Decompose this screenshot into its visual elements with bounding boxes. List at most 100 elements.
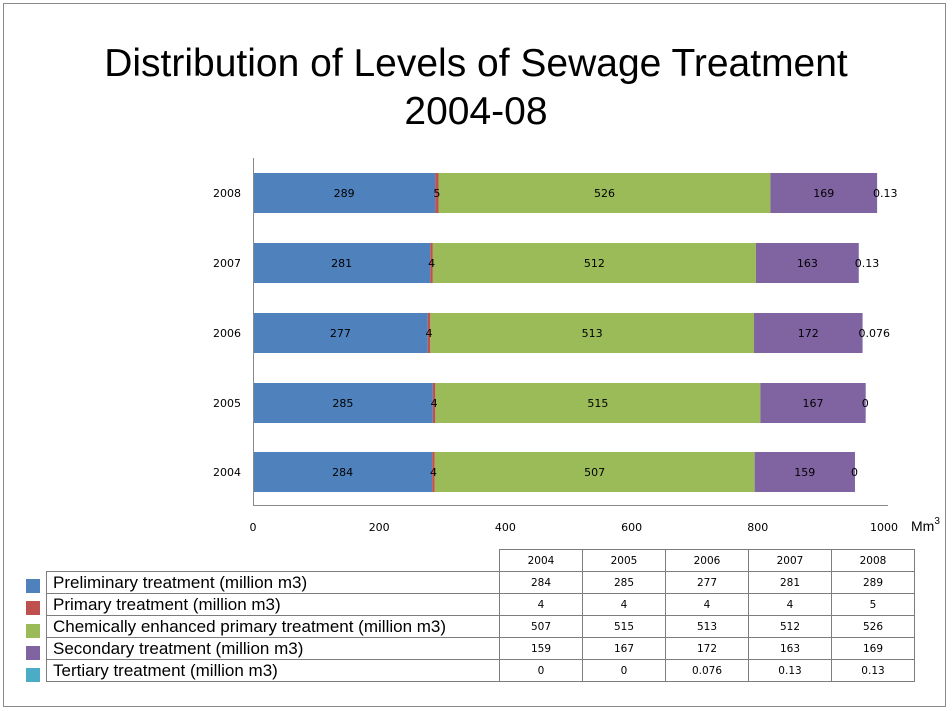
chart-title-line2: 2004-08 [404,90,548,133]
table-row-label: Tertiary treatment (million m3) [46,659,500,682]
data-table: 2004 2005 2006 2007 2008 Preliminary tre… [46,549,915,682]
bar-secondary-2005 [760,383,866,423]
legend-swatch-tertiary [26,668,40,683]
data-label-primary-2006: 4 [426,327,433,340]
x-tick-label-800: 800 [747,521,768,534]
bar-secondary-2004 [754,452,855,492]
table-cell: 163 [748,637,832,660]
bar-preliminary-2007 [253,243,431,283]
bar-secondary-2007 [755,243,859,283]
data-label-tertiary-2006: 0.076 [859,327,891,340]
x-tick-label-200: 200 [369,521,390,534]
data-label-secondary-2005: 167 [803,397,824,410]
x-axis-unit: Mm3 [911,516,940,534]
y-tick-label-2007: 2007 [213,257,241,270]
data-label-tertiary-2007: 0.13 [855,257,880,270]
y-tick-label-2006: 2006 [213,327,241,340]
table-cell: 0.13 [831,659,915,682]
table-row-label: Chemically enhanced primary treatment (m… [46,615,500,638]
bar-secondary-2008 [770,173,878,213]
table-cell: 507 [499,615,583,638]
bars-group [253,173,878,492]
table-header-cell: 2007 [748,549,832,572]
bar-chemically_enhanced-2005 [435,383,761,423]
table-cell: 0.076 [665,659,749,682]
data-label-preliminary-2006: 277 [330,327,351,340]
chart-title: Distribution of Levels of Sewage Treatme… [0,40,952,136]
table-row: Chemically enhanced primary treatment (m… [46,615,915,638]
legend-swatch-preliminary [26,579,40,593]
table-cell: 159 [499,637,583,660]
bar-primary-2008 [435,173,439,213]
x-tick-label-400: 400 [495,521,516,534]
table-cell: 167 [582,637,666,660]
table-header-cell: 2004 [499,549,583,572]
data-label-secondary-2007: 163 [797,257,818,270]
data-label-tertiary-2004: 0 [851,466,858,479]
table-cell: 5 [831,593,915,616]
table-header-cell: 2008 [831,549,915,572]
table-row-label: Secondary treatment (million m3) [46,637,500,660]
table-row-label: Primary treatment (million m3) [46,593,500,616]
data-label-chemically_enhanced-2004: 507 [584,466,605,479]
data-label-secondary-2008: 169 [813,187,834,200]
table-header-row: 2004 2005 2006 2007 2008 [46,549,915,572]
table-cell: 285 [582,571,666,594]
data-label-chemically_enhanced-2006: 513 [582,327,603,340]
table-cell: 526 [831,615,915,638]
bar-chemically_enhanced-2008 [438,173,771,213]
bar-preliminary-2008 [253,173,436,213]
table-row-label: Preliminary treatment (million m3) [46,571,500,594]
y-tick-label-2004: 2004 [213,466,241,479]
table-corner [46,549,500,572]
bar-preliminary-2005 [253,383,433,423]
bar-preliminary-2006 [253,313,428,353]
table-cell: 0.13 [748,659,832,682]
bar-primary-2007 [430,243,433,283]
legend-swatch-chemically_enhanced [26,623,40,638]
data-label-primary-2004: 4 [430,466,437,479]
x-tick-label-1000: 1000 [870,521,898,534]
table-cell: 4 [499,593,583,616]
data-label-primary-2007: 4 [428,257,435,270]
bar-chemically_enhanced-2007 [432,243,756,283]
bar-preliminary-2004 [253,452,433,492]
chart-title-line1: Distribution of Levels of Sewage Treatme… [104,42,848,85]
data-label-preliminary-2008: 289 [334,187,355,200]
table-cell: 289 [831,571,915,594]
y-tick-label-2005: 2005 [213,397,241,410]
table-cell: 277 [665,571,749,594]
table-row: Secondary treatment (million m3) 159 167 17… [46,637,915,660]
bar-primary-2004 [432,452,435,492]
bar-chemically_enhanced-2006 [430,313,755,353]
table-cell: 281 [748,571,832,594]
x-tick-labels: 0 200 400 600 800 1000 [250,521,899,534]
data-label-preliminary-2004: 284 [332,466,353,479]
data-label-secondary-2006: 172 [798,327,819,340]
table-cell: 4 [748,593,832,616]
table-cell: 513 [665,615,749,638]
table-row: Preliminary treatment (million m3) 284 285… [46,571,915,594]
data-label-chemically_enhanced-2008: 526 [594,187,615,200]
table-header-cell: 2006 [665,549,749,572]
table-row: Primary treatment (million m3) 4 4 4 4 5 [46,593,915,616]
data-labels-group: 284 4 507 159 0 285 4 515 167 0 277 4 513 172 0.076 281… [330,187,898,479]
data-label-secondary-2004: 159 [794,466,815,479]
data-label-preliminary-2007: 281 [331,257,352,270]
table-cell: 512 [748,615,832,638]
table-row: Tertiary treatment (million m3) 0 0 0.076 0.… [46,659,915,682]
table-cell: 4 [582,593,666,616]
data-label-primary-2005: 4 [431,397,438,410]
x-tick-label-0: 0 [250,521,257,534]
y-tick-label-2008: 2008 [213,187,241,200]
data-label-tertiary-2005: 0 [862,397,869,410]
y-tick-labels: 2004 2005 2006 2007 2008 [213,187,241,479]
data-label-chemically_enhanced-2007: 512 [584,257,605,270]
table-cell: 172 [665,637,749,660]
table-cell: 515 [582,615,666,638]
table-cell: 284 [499,571,583,594]
bar-primary-2005 [432,383,436,423]
bar-primary-2006 [427,313,431,353]
data-label-chemically_enhanced-2005: 515 [587,397,608,410]
table-header-cell: 2005 [582,549,666,572]
